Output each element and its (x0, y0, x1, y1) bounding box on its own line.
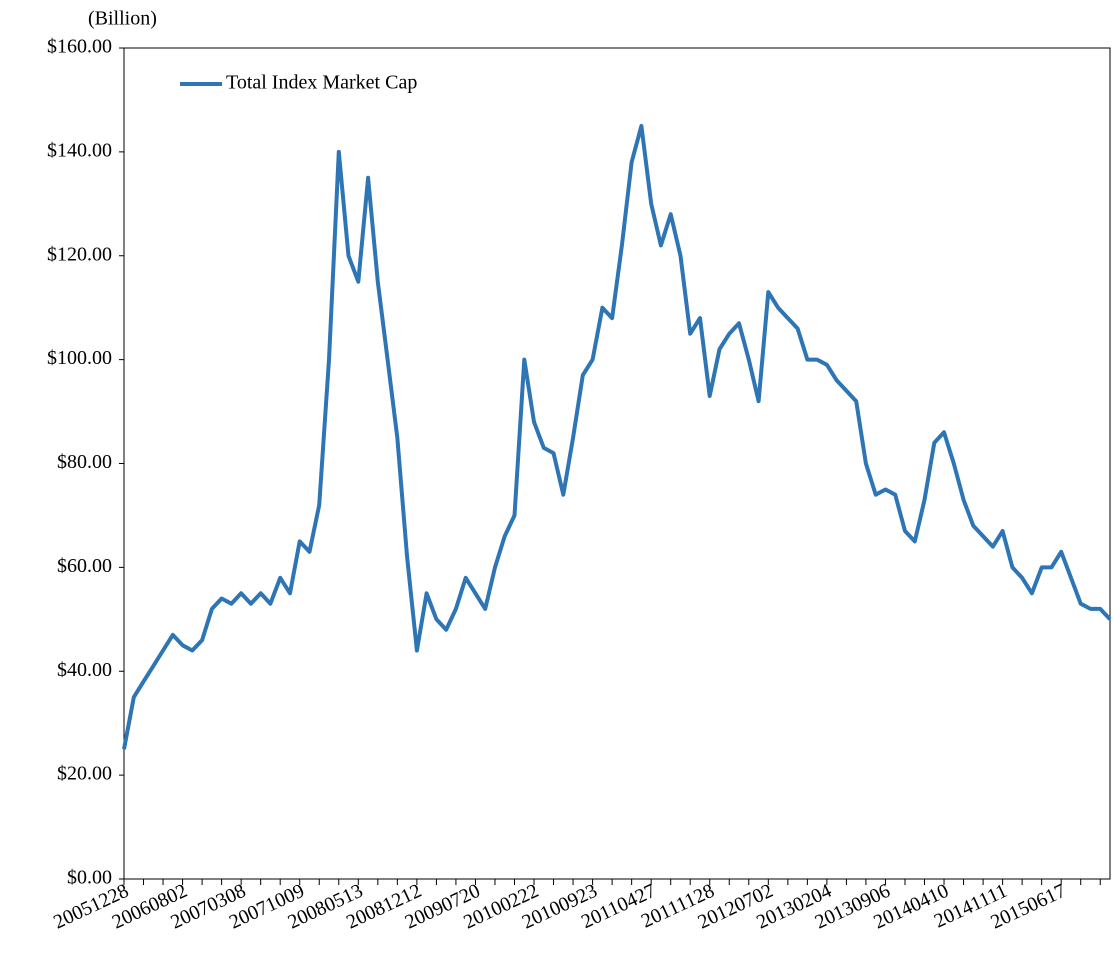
y-tick-label: $20.00 (57, 763, 112, 785)
plot-frame (123, 47, 1111, 880)
data-line (122, 123, 1112, 750)
y-axis-unit: (Billion) (88, 8, 157, 30)
y-tick-label: $80.00 (57, 451, 112, 473)
y-tick-label: $40.00 (57, 659, 112, 681)
y-tick-label: $160.00 (47, 36, 112, 58)
y-tick-label: $0.00 (67, 867, 112, 889)
y-tick-label: $100.00 (47, 347, 112, 369)
y-tick-label: $120.00 (47, 243, 112, 265)
y-tick-label: $60.00 (57, 555, 112, 577)
y-tick-label: $140.00 (47, 139, 112, 161)
legend-label: Total Index Market Cap (226, 72, 417, 94)
